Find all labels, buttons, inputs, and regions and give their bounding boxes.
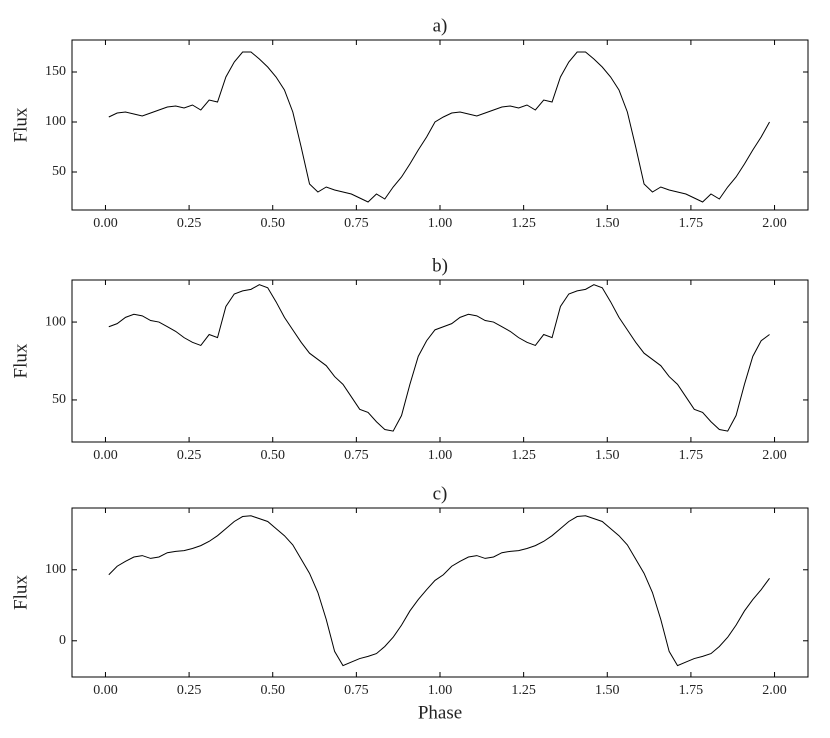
flux-line [108,515,770,667]
panel-title: c) [433,483,448,504]
y-tick-label: 100 [45,114,66,129]
x-tick-label: 1.50 [595,683,620,698]
axes-frame [71,39,809,211]
axes-frame [71,507,809,678]
y-tick-label: 50 [52,164,66,179]
x-tick-label: 0.50 [260,216,285,231]
x-tick-label: 1.00 [428,216,453,231]
y-axis-label: Flux [10,107,31,142]
x-tick-label: 0.75 [344,683,369,698]
flux-line [108,51,770,203]
x-tick-label: 0.25 [177,448,202,463]
x-tick-label: 1.75 [679,683,704,698]
y-tick-label: 50 [52,392,66,407]
x-tick-label: 0.25 [177,216,202,231]
x-tick-label: 0.50 [260,448,285,463]
panel-title: b) [432,255,448,276]
x-tick-label: 2.00 [762,683,787,698]
x-tick-label: 1.25 [511,216,536,231]
x-tick-label: 1.25 [511,683,536,698]
x-tick-label: 1.00 [428,448,453,463]
x-tick-label: 0.00 [93,683,118,698]
x-tick-label: 2.00 [762,448,787,463]
y-tick-label: 100 [45,314,66,329]
x-tick-label: 0.00 [93,216,118,231]
y-axis-label: Flux [10,575,31,610]
x-tick-label: 0.25 [177,683,202,698]
x-tick-label: 0.50 [260,683,285,698]
x-tick-label: 1.75 [679,448,704,463]
x-tick-label: 1.50 [595,216,620,231]
x-tick-label: 0.75 [344,216,369,231]
x-tick-label: 1.25 [511,448,536,463]
x-tick-label: 2.00 [762,216,787,231]
axes-frame [71,279,809,443]
y-tick-label: 0 [59,633,66,648]
y-tick-label: 100 [45,562,66,577]
x-tick-label: 0.00 [93,448,118,463]
y-tick-label: 150 [45,64,66,79]
x-tick-label: 1.00 [428,683,453,698]
flux-line [108,284,770,432]
x-tick-label: 1.50 [595,448,620,463]
x-tick-label: 1.75 [679,216,704,231]
x-tick-label: 0.75 [344,448,369,463]
y-axis-label: Flux [10,343,31,378]
x-axis-label: Phase [418,702,462,723]
panel-title: a) [433,15,448,36]
